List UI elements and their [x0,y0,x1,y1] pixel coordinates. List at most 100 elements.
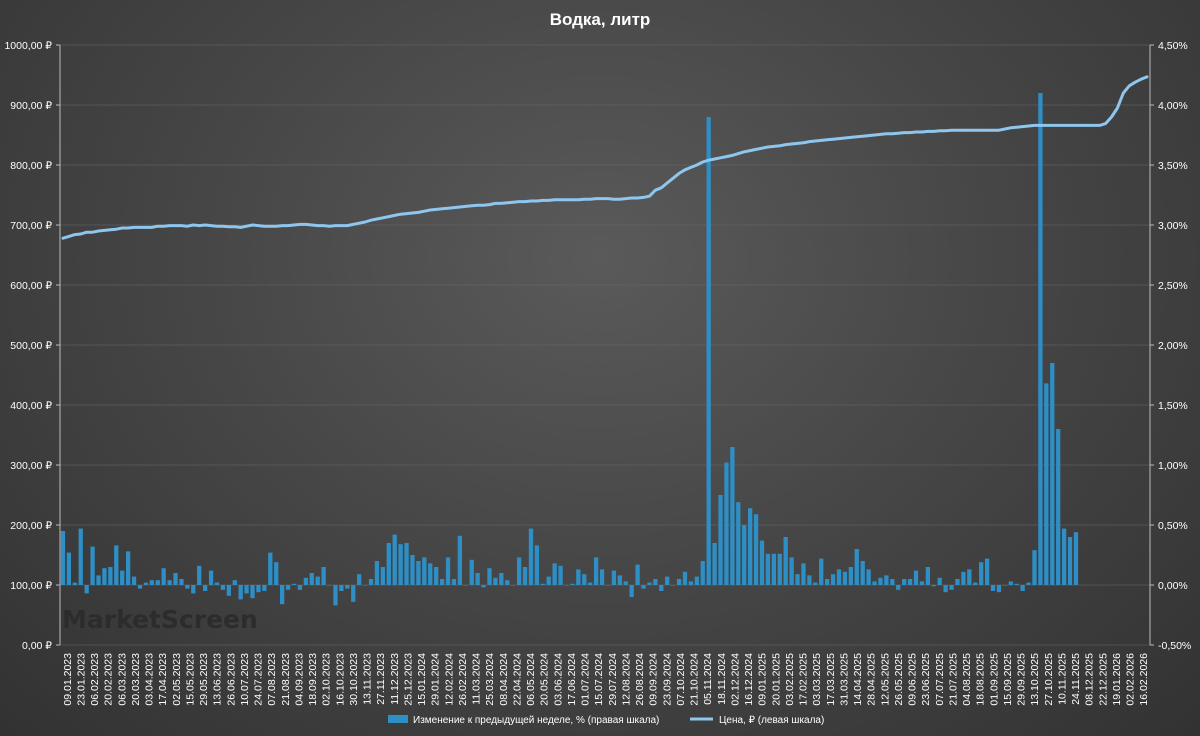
bar [161,568,166,585]
bar [528,528,534,585]
bar [392,534,397,585]
bar [665,576,670,585]
bar [167,580,172,585]
bar [197,565,202,585]
x-tick-label: 20.02.2023 [103,653,115,706]
bar [979,562,984,585]
bar [1044,383,1049,585]
bar [321,567,326,585]
x-tick-label: 26.02.2024 [457,653,469,706]
bar [676,579,682,585]
bar [836,569,842,585]
x-tick-label: 23.01.2023 [75,653,87,706]
bar [380,567,385,585]
right-tick-label: 3,00% [1158,220,1188,232]
x-tick-label: 05.11.2024 [702,653,714,705]
bar [203,585,208,591]
x-tick-label: 22.12.2025 [1097,653,1109,706]
bar [220,585,226,590]
x-tick-label: 07.08.2023 [266,653,278,706]
bar [795,574,800,585]
x-tick-label: 29.05.2023 [198,653,210,706]
legend-bar-swatch [388,715,408,723]
bar [404,543,409,585]
x-tick-label: 09.09.2024 [648,653,660,706]
right-tick-label: 0,00% [1158,580,1188,592]
bar [736,502,741,585]
x-tick-label: 31.03.2025 [838,653,850,706]
bar [280,585,285,605]
bar [913,570,919,585]
bar [653,579,658,585]
bar [428,563,433,585]
bar [623,581,628,585]
left-tick-label: 0,00 ₽ [22,640,52,652]
bar [125,551,131,585]
bar [149,580,154,585]
right-tick-label: 0,50% [1158,520,1188,532]
x-tick-label: 01.09.2025 [988,653,1000,706]
left-tick-label: 600,00 ₽ [10,280,52,292]
x-tick-label: 13.06.2023 [212,653,224,706]
bar [72,582,77,585]
bar [368,579,374,585]
x-tick-label: 08.12.2025 [1084,653,1096,706]
right-axis: -0,50% 0,00% 0,50% 1,00% 1,50% 2,00% 2,50% 3,00… [1149,40,1191,652]
x-tick-label: 07.10.2024 [675,653,687,706]
bar [226,585,231,596]
left-tick-label: 200,00 ₽ [10,520,52,532]
bar [357,574,362,585]
bar [961,571,966,585]
x-tick-label: 06.02.2023 [89,653,101,706]
bar [1050,363,1055,585]
x-tick-label: 18.09.2023 [307,653,319,706]
bar [937,577,942,585]
bar [457,535,462,585]
x-tick-label: 16.12.2024 [743,653,755,706]
bar [238,585,243,600]
bar [493,577,498,585]
bar [582,574,587,585]
bar [262,585,267,591]
watermark: MarketScreen [62,605,258,634]
bar [1038,93,1043,585]
bar [516,557,522,585]
bar [297,585,303,590]
bar [783,537,788,585]
x-tick-label: 11.12.2023 [389,653,401,705]
x-tick-label: 03.04.2023 [144,653,156,706]
x-tick-label: 09.01.2025 [757,653,769,706]
bar [1061,528,1067,585]
bar [724,462,729,585]
x-tick-label: 28.04.2025 [866,653,878,706]
bar [611,570,617,585]
x-tick-label: 27.11.2023 [375,653,387,705]
bar [469,559,474,585]
bar [931,585,936,587]
bar [570,583,575,585]
bar [439,579,445,585]
bar [605,585,611,586]
bar [1008,581,1013,585]
x-tick-label: 26.05.2025 [893,653,905,706]
bar [90,546,95,585]
x-tick-label: 26.06.2023 [225,653,237,706]
bar [647,582,652,585]
x-tick-label: 29.09.2025 [1016,653,1028,706]
x-tick-label: 07.07.2025 [934,653,946,706]
x-tick-label: 21.10.2024 [689,653,701,706]
left-tick-label: 500,00 ₽ [10,340,52,352]
bar [1032,550,1037,585]
bar [777,553,782,585]
bar [96,575,101,585]
bar [416,561,421,585]
x-tick-label: 02.12.2024 [729,653,741,706]
x-tick-label: 06.05.2024 [525,653,537,706]
bar [919,581,925,585]
x-tick-label: 27.10.2025 [1043,653,1055,706]
chart-title: Водка, литр [550,10,651,29]
x-tick-label: 24.11.2025 [1070,653,1082,705]
bar [659,585,664,591]
left-tick-label: 300,00 ₽ [10,460,52,472]
bar [617,575,622,585]
